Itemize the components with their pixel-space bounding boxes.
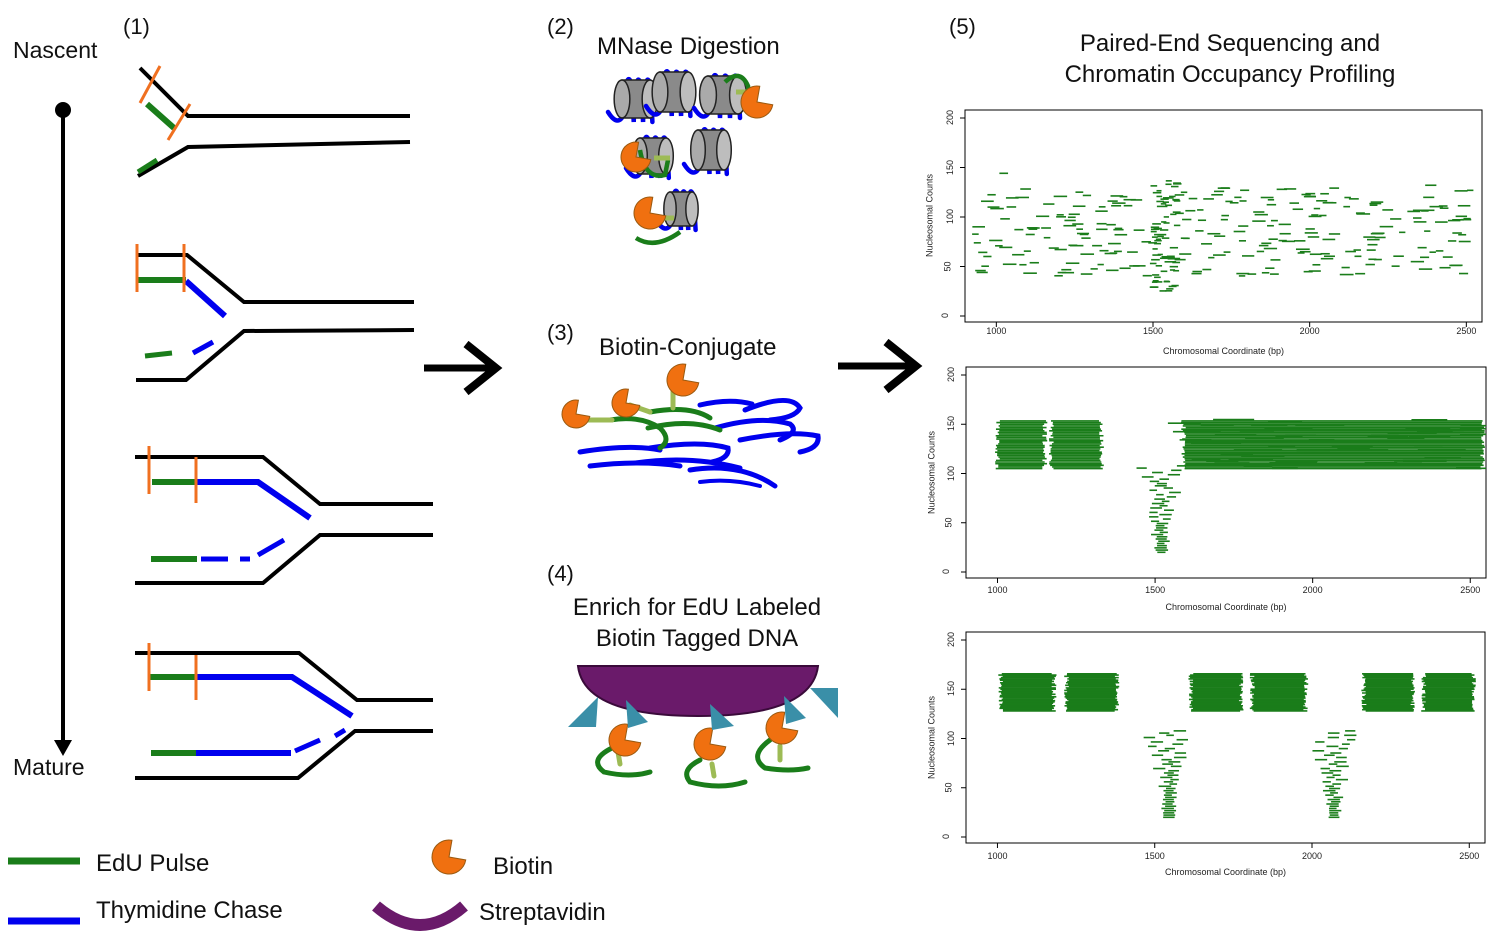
replication-fork-2 (135, 244, 415, 382)
sequencing-title-line2: Chromatin Occupancy Profiling (1064, 61, 1396, 88)
x-axis-label: Chromosomal Coordinate (bp) (1165, 602, 1287, 612)
legend (8, 857, 468, 931)
biotin-icon (561, 399, 591, 429)
legend-edu-pulse-label: EdU Pulse (96, 850, 210, 877)
arrow-to-step2 (424, 340, 503, 396)
x-tick-label: 2500 (1456, 326, 1477, 336)
y-axis-label: Nucleosomal Counts (924, 173, 935, 258)
x-tick-label: 1000 (986, 326, 1007, 336)
biotin-icons-step3 (561, 363, 700, 429)
fragment-marks (995, 418, 1486, 554)
biotin-legend-icon (431, 839, 467, 875)
mnase-digestion-title: MNase Digestion (597, 33, 780, 60)
y-axis-label: Nucleosomal Counts (926, 695, 937, 779)
biotin-icons-step4 (608, 711, 799, 761)
x-tick-label: 2500 (1459, 851, 1480, 861)
sequencing-title-line1: Paired-End Sequencing and (1079, 30, 1381, 57)
y-tick-label: 0 (941, 568, 952, 575)
y-tick-label: 100 (945, 208, 956, 225)
replication-fork-4 (135, 643, 433, 780)
y-tick-label: 50 (942, 260, 953, 272)
x-tick-label: 1000 (987, 851, 1008, 861)
y-tick-label: 100 (946, 465, 957, 481)
biotin-icon (620, 141, 652, 173)
replication-fork-1 (136, 65, 411, 178)
y-tick-label: 100 (946, 730, 957, 746)
nucleosome-icon (698, 75, 748, 115)
enrich-title-line2: Biotin Tagged DNA (595, 625, 799, 652)
biotin-conjugate-title: Biotin-Conjugate (599, 334, 777, 361)
streptavidin-bead (576, 665, 820, 718)
biotin-icon (765, 711, 799, 745)
x-tick-label: 2000 (1299, 326, 1320, 336)
step-2-label: (2) (547, 14, 574, 39)
x-tick-label: 1000 (987, 585, 1008, 595)
occupancy-plot-replicate-2 (961, 366, 1487, 583)
y-tick-label: 200 (945, 109, 956, 126)
y-tick-label: 0 (940, 312, 951, 319)
occupancy-plot-replicate-3 (961, 631, 1486, 848)
nascent-label: Nascent (13, 37, 98, 63)
x-tick-label: 2000 (1302, 585, 1323, 595)
y-tick-label: 150 (946, 416, 957, 432)
y-tick-label: 0 (941, 833, 952, 840)
y-tick-label: 50 (943, 517, 954, 528)
biotin-icon (608, 723, 642, 757)
x-tick-label: 2000 (1301, 851, 1323, 861)
fragment-marks (998, 672, 1476, 819)
y-tick-label: 200 (946, 631, 957, 648)
step-1-label: (1) (123, 14, 150, 39)
y-tick-label: 150 (946, 681, 957, 697)
plot-frame (965, 366, 1487, 579)
step-4-label: (4) (547, 561, 574, 586)
biotin-icon (666, 363, 700, 397)
x-axis-label: Chromosomal Coordinate (bp) (1162, 346, 1285, 356)
legend-thymidine-chase-label: Thymidine Chase (96, 897, 283, 924)
biotin-swatch (431, 839, 467, 875)
legend-biotin-label: Biotin (493, 853, 554, 880)
y-tick-label: 50 (943, 782, 954, 793)
biotin-icon (693, 727, 727, 761)
enrich-title-line1: Enrich for EdU Labeled (572, 594, 822, 621)
replication-fork-3 (135, 446, 433, 585)
streptavidin-tags (568, 688, 838, 730)
y-tick-label: 150 (945, 159, 956, 175)
x-tick-label: 1500 (1142, 326, 1164, 336)
step-5-label: (5) (949, 14, 976, 39)
maturation-timeline (54, 102, 72, 756)
y-tick-label: 200 (946, 366, 957, 383)
nucleosome-icon (663, 191, 699, 227)
enriched-fragments (595, 737, 811, 789)
x-tick-label: 1500 (1144, 851, 1165, 861)
plot-frame (965, 631, 1486, 844)
x-axis-label: Chromosomal Coordinate (bp) (1164, 867, 1287, 877)
x-tick-label: 1500 (1145, 585, 1166, 595)
biotin-icon (633, 196, 667, 230)
legend-streptavidin-label: Streptavidin (479, 899, 606, 926)
y-axis-label: Nucleosomal Counts (926, 430, 937, 514)
biotin-icon (740, 85, 774, 119)
nucleosome-icon (689, 129, 733, 171)
nucleosome-icon (651, 71, 697, 113)
mature-label: Mature (13, 754, 85, 780)
x-tick-label: 2500 (1460, 585, 1481, 595)
step-3-label: (3) (547, 320, 574, 345)
fragment-marks (972, 172, 1474, 292)
arrow-to-step5 (838, 338, 923, 394)
occupancy-plot-replicate-1 (960, 109, 1483, 327)
streptavidin-swatch (372, 901, 468, 931)
biotin-icon (611, 388, 641, 418)
nucleosome-cluster (605, 69, 774, 246)
